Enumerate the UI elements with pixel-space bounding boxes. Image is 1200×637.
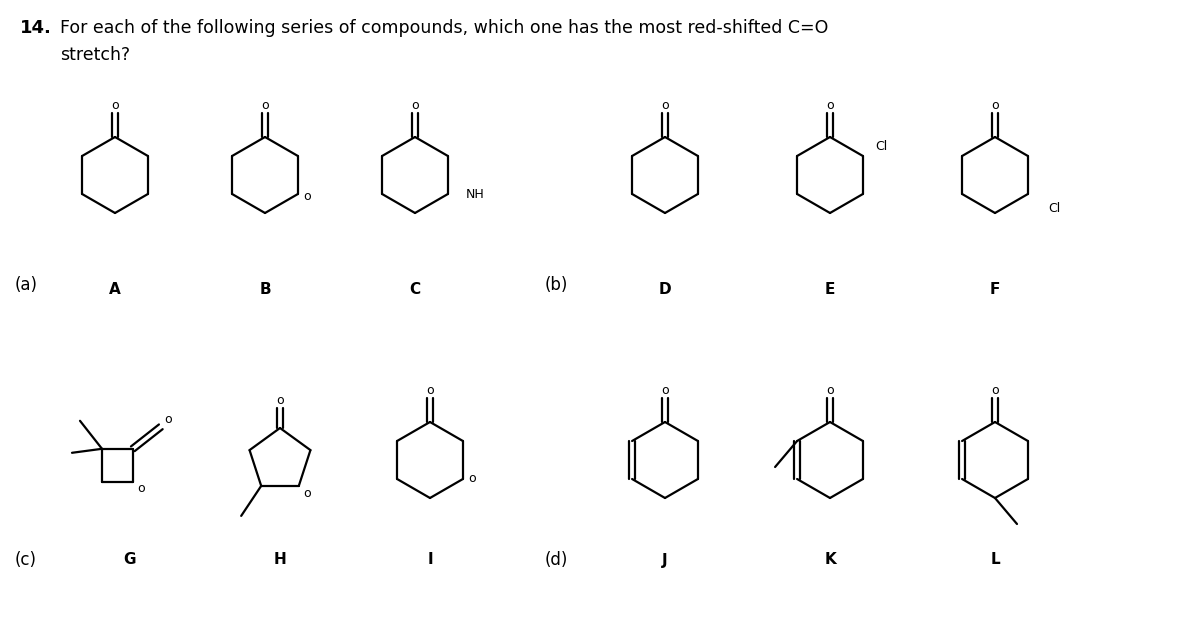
Text: o: o bbox=[302, 487, 311, 501]
Text: o: o bbox=[426, 384, 434, 397]
Text: H: H bbox=[274, 552, 287, 568]
Text: o: o bbox=[826, 99, 834, 112]
Text: NH: NH bbox=[466, 187, 485, 201]
Text: o: o bbox=[991, 384, 998, 397]
Text: G: G bbox=[124, 552, 137, 568]
Text: Cl: Cl bbox=[1048, 201, 1060, 215]
Text: o: o bbox=[262, 99, 269, 112]
Text: J: J bbox=[662, 552, 668, 568]
Text: o: o bbox=[661, 99, 668, 112]
Text: o: o bbox=[112, 99, 119, 112]
Text: o: o bbox=[276, 394, 284, 406]
Text: (d): (d) bbox=[545, 551, 569, 569]
Text: K: K bbox=[824, 552, 836, 568]
Text: D: D bbox=[659, 282, 671, 297]
Text: o: o bbox=[412, 99, 419, 112]
Text: (a): (a) bbox=[14, 276, 38, 294]
Text: o: o bbox=[304, 189, 311, 203]
Text: C: C bbox=[409, 282, 420, 297]
Text: L: L bbox=[990, 552, 1000, 568]
Text: I: I bbox=[427, 552, 433, 568]
Text: stretch?: stretch? bbox=[60, 46, 130, 64]
Text: A: A bbox=[109, 282, 121, 297]
Text: o: o bbox=[661, 384, 668, 397]
Text: o: o bbox=[164, 413, 172, 426]
Text: o: o bbox=[826, 384, 834, 397]
Text: o: o bbox=[137, 482, 145, 495]
Text: Cl: Cl bbox=[875, 140, 887, 152]
Text: 14.: 14. bbox=[20, 19, 52, 37]
Text: E: E bbox=[824, 282, 835, 297]
Text: o: o bbox=[991, 99, 998, 112]
Text: For each of the following series of compounds, which one has the most red-shifte: For each of the following series of comp… bbox=[60, 19, 828, 37]
Text: F: F bbox=[990, 282, 1000, 297]
Text: B: B bbox=[259, 282, 271, 297]
Text: (b): (b) bbox=[545, 276, 569, 294]
Text: o: o bbox=[468, 473, 475, 485]
Text: (c): (c) bbox=[14, 551, 37, 569]
